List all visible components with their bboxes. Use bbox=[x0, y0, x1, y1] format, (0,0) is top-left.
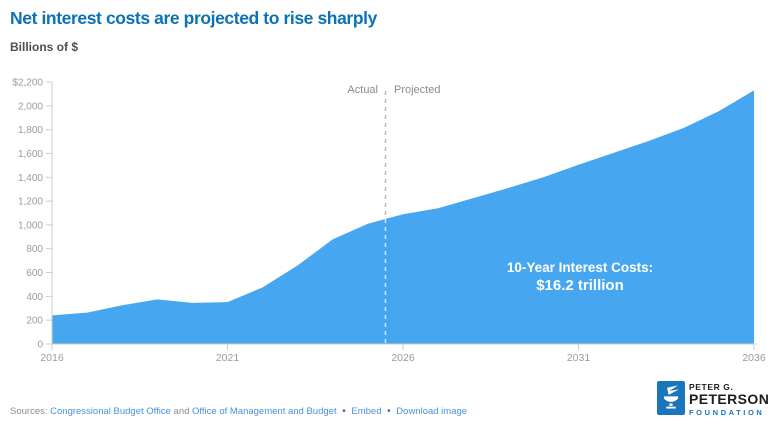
embed-link[interactable]: Embed bbox=[351, 406, 382, 417]
projected-label: Projected bbox=[394, 84, 441, 96]
torch-icon bbox=[657, 381, 685, 415]
y-axis-label: 200 bbox=[26, 316, 43, 327]
area-series bbox=[52, 90, 754, 344]
y-axis-label: 1,600 bbox=[18, 149, 43, 160]
y-axis-label: 1,400 bbox=[18, 173, 43, 184]
peterson-foundation-logo: PETER G. PETERSON FOUNDATION bbox=[657, 381, 769, 417]
x-axis-label: 2036 bbox=[742, 352, 766, 364]
source-link-cbo[interactable]: Congressional Budget Office bbox=[50, 406, 171, 417]
x-axis-label: 2021 bbox=[216, 352, 240, 364]
area-chart: 0 200 400 600 800 1,000 1,200 1,400 1,600 1,800 2,… bbox=[12, 78, 766, 365]
x-axis-label: 2026 bbox=[391, 352, 415, 364]
separator-bullet: • bbox=[342, 406, 346, 417]
annotation-line1: 10-Year Interest Costs: bbox=[506, 260, 654, 275]
logo-line1: PETER G. bbox=[689, 382, 734, 392]
x-axis-label: 2016 bbox=[40, 352, 64, 364]
x-axis-label: 2031 bbox=[567, 352, 591, 364]
y-axis-label: 2,000 bbox=[18, 101, 43, 112]
y-axis-label: 800 bbox=[26, 244, 43, 255]
sources-bar: Sources: Congressional Budget Office and… bbox=[10, 406, 467, 417]
y-axis-label: $2,200 bbox=[12, 78, 43, 89]
logo-line3: FOUNDATION bbox=[689, 408, 765, 417]
y-units-label: Billions of $ bbox=[10, 40, 79, 54]
actual-label: Actual bbox=[347, 84, 378, 96]
annotation-line2: $16.2 trillion bbox=[536, 277, 624, 294]
chart-annotation: 10-Year Interest Costs: $16.2 trillion bbox=[455, 259, 705, 296]
sources-and: and bbox=[173, 406, 190, 417]
y-axis-label: 1,800 bbox=[18, 125, 43, 136]
download-image-link[interactable]: Download image bbox=[396, 406, 468, 417]
page-title: Net interest costs are projected to rise… bbox=[10, 8, 377, 28]
y-axis-label: 1,000 bbox=[18, 220, 43, 231]
y-axis-label: 400 bbox=[26, 292, 43, 303]
y-axis-label: 0 bbox=[37, 340, 43, 351]
separator-bullet: • bbox=[387, 406, 391, 417]
logo-line2: PETERSON bbox=[689, 391, 770, 407]
y-axis-label: 1,200 bbox=[18, 197, 43, 208]
y-axis-label: 600 bbox=[26, 268, 43, 279]
sources-prefix: Sources: bbox=[10, 406, 48, 417]
source-link-omb[interactable]: Office of Management and Budget bbox=[192, 406, 337, 417]
